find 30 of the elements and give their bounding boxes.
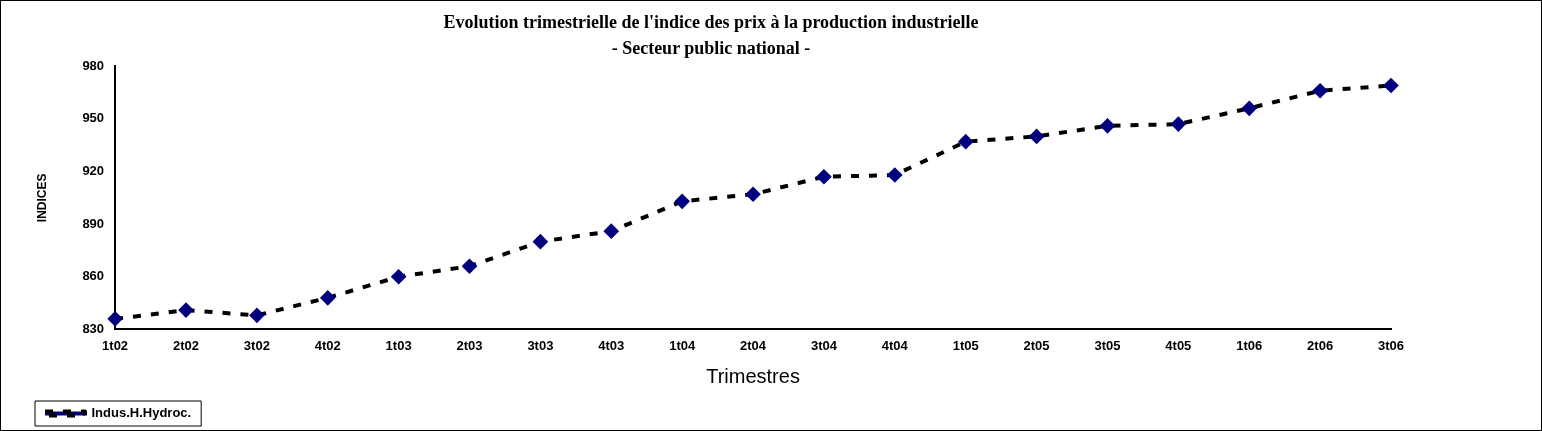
y-axis-title: INDICES [34,173,49,223]
x-tick-label: 1t04 [669,337,696,353]
x-tick-label: 1t05 [952,337,979,353]
x-tick-label: 3t04 [810,337,838,353]
y-tick-label: 890 [82,215,105,231]
x-tick-label: 3t05 [1094,337,1121,353]
x-tick-label: 3t02 [243,337,270,353]
x-tick-label: 2t06 [1307,337,1334,353]
x-tick-label: 2t04 [740,337,767,353]
x-tick-label: 1t06 [1236,337,1263,353]
x-tick-label: 2t05 [1023,337,1050,353]
x-tick-label: 3t03 [527,337,554,353]
chart-title: Evolution trimestrielle de l'indice des prix à la production industrielle [443,12,979,33]
x-tick-label: 4t04 [881,337,909,353]
x-tick-label: 4t02 [314,337,341,353]
y-tick-label: 950 [82,110,105,126]
x-tick-label: 2t02 [172,337,199,353]
y-tick-label: 920 [82,163,105,179]
x-tick-label: 2t03 [456,337,483,353]
x-tick-label: 1t03 [385,337,412,353]
x-tick-label: 4t03 [598,337,625,353]
chart-subtitle: - Secteur public national - [611,38,811,59]
y-tick-label: 860 [82,268,105,284]
y-tick-label: 980 [82,57,105,73]
x-tick-label: 1t02 [102,337,129,353]
legend-label: Indus.H.Hydroc. [91,405,192,421]
y-tick-label: 830 [82,320,105,336]
x-axis-title: Trimestres [706,364,800,387]
x-tick-label: 4t05 [1165,337,1192,353]
x-tick-label: 3t06 [1377,337,1405,353]
